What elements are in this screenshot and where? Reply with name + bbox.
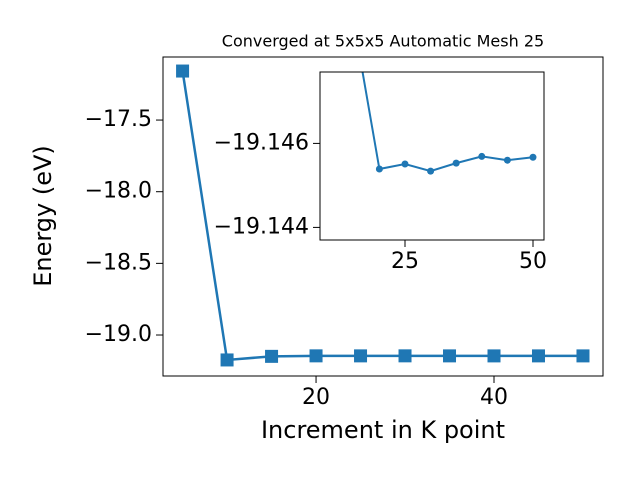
plot-area <box>350 18 537 175</box>
axes-background <box>320 72 544 240</box>
marker <box>478 152 486 160</box>
data-line <box>361 72 534 173</box>
marker <box>354 349 368 363</box>
x-axis-label: Increment in K point <box>261 416 505 444</box>
marker <box>427 167 435 175</box>
plot-area <box>176 64 590 367</box>
marker <box>443 349 457 363</box>
marker <box>398 349 412 363</box>
x-tick-label: 20 <box>302 385 330 410</box>
y-tick-label: −19.146 <box>214 130 309 155</box>
marker <box>309 349 323 363</box>
marker <box>531 349 545 363</box>
marker <box>350 18 357 25</box>
marker <box>503 156 511 164</box>
marker <box>529 153 537 161</box>
y-tick-label: −18.5 <box>85 250 152 275</box>
axes-frame <box>319 71 545 241</box>
marker <box>576 349 590 363</box>
y-tick-label: −17.5 <box>85 107 152 132</box>
marker <box>487 349 501 363</box>
marker <box>220 353 234 367</box>
y-tick-label: −19.144 <box>214 214 309 239</box>
marker <box>176 64 190 78</box>
marker <box>375 165 383 173</box>
y-tick-label: −18.0 <box>85 179 152 204</box>
marker <box>265 349 279 363</box>
x-tick-label: 50 <box>519 249 547 274</box>
y-tick-label: −19.0 <box>85 322 152 347</box>
marker <box>401 160 409 168</box>
marker <box>452 159 460 167</box>
data-line <box>181 70 583 362</box>
x-tick-label: 40 <box>480 385 508 410</box>
x-tick-label: 25 <box>391 249 419 274</box>
axes-frame <box>162 56 604 377</box>
y-axis-label: Energy (eV) <box>29 145 57 287</box>
chart-title: Converged at 5x5x5 Automatic Mesh 25 <box>222 32 544 51</box>
